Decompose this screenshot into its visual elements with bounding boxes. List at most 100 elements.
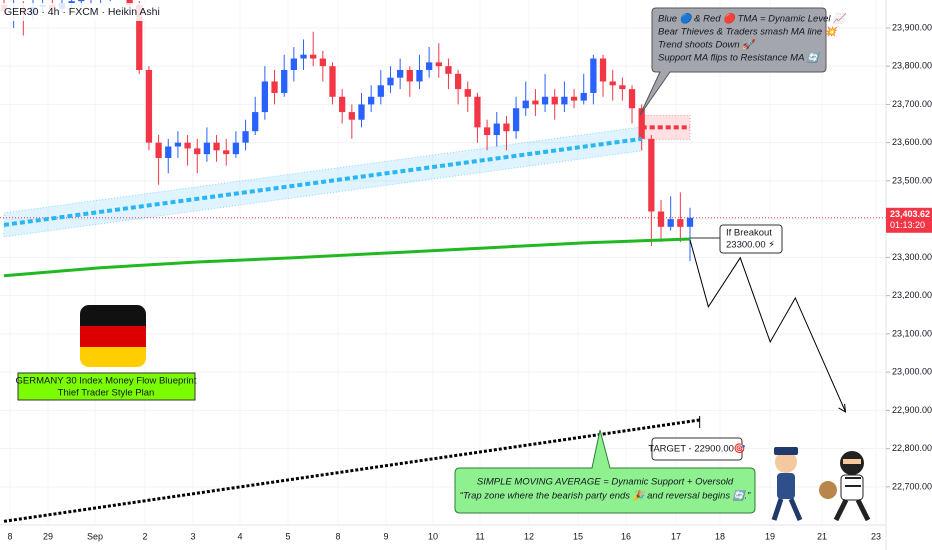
last-price-label: 23,403.62 [890, 209, 930, 219]
police-figure [771, 447, 803, 521]
x-tick-label: 4 [237, 531, 242, 541]
x-tick-label: 17 [671, 531, 681, 541]
annotations: GER30 · 4h · FXCM · Heikin Ashi [0, 3, 871, 522]
candle-body [609, 81, 616, 86]
grid [0, 0, 886, 524]
x-tick-label: 23 [871, 531, 881, 541]
y-tick-label: 22,700.00 [892, 481, 932, 491]
candle-body [194, 148, 201, 155]
countdown-label: 01:13:20 [890, 220, 925, 230]
candle-body [155, 142, 162, 158]
x-tick-label: 12 [524, 531, 534, 541]
x-tick-label: 11 [475, 531, 484, 541]
candle-body [599, 58, 607, 82]
breakout-box [719, 224, 783, 254]
candle-body [677, 219, 684, 227]
candle-body [619, 85, 626, 90]
candle-body [339, 96, 346, 113]
candle-body [252, 112, 259, 132]
x-tick-label: 8 [7, 531, 12, 541]
sma-line [3, 237, 691, 278]
breakout-label: 23300.00 ⚡ [726, 240, 775, 251]
candle-body [368, 96, 375, 105]
candle-body [223, 150, 230, 155]
x-tick-label: 29 [43, 531, 53, 541]
callout-box [639, 7, 827, 116]
thief-figure [819, 451, 871, 522]
title-bg [0, 3, 178, 21]
y-tick-label: 23,200.00 [892, 290, 932, 300]
candle-body [638, 108, 645, 139]
callout-line: Trend shoots Down 🚀 [658, 39, 756, 51]
candle-body [474, 96, 481, 128]
last-price-box [886, 207, 932, 233]
candle-body [570, 96, 578, 101]
candle-body [522, 100, 529, 109]
y-tick-label: 23,800.00 [892, 61, 932, 71]
candle-body [165, 146, 172, 158]
target-label: TARGET - 22900.00🎯 [648, 443, 746, 455]
candle-body [406, 69, 413, 82]
candle-body [454, 73, 462, 90]
candle-body [686, 217, 694, 227]
trend-line [3, 418, 700, 523]
candle-body [580, 92, 587, 101]
target-box [651, 437, 743, 461]
candle-body [532, 100, 539, 105]
candle-body [561, 96, 568, 105]
candle-body [281, 69, 288, 93]
candle-body [416, 69, 423, 82]
x-tick-label: 16 [621, 531, 631, 541]
x-tick-label: 5 [285, 531, 290, 541]
x-tick-label: 18 [715, 531, 725, 541]
candle-body [657, 211, 665, 227]
x-tick-label: 8 [335, 531, 340, 541]
candle-body [78, 0, 85, 2]
candle-body [377, 85, 384, 97]
candle-body [493, 123, 500, 136]
candle-body [126, 0, 133, 5]
candle-body [348, 112, 355, 120]
candle-body [136, 4, 143, 70]
candle-body [387, 77, 394, 86]
candle-body [242, 131, 249, 143]
candle-body [174, 142, 182, 147]
candle-body [310, 54, 317, 59]
candle-body [68, 1, 75, 4]
y-tick-label: 23,300.00 [892, 252, 932, 262]
candle-body [213, 142, 220, 151]
callout-line: Support MA flips to Resistance MA 🔄 [658, 52, 821, 64]
candle-body [512, 108, 520, 132]
y-tick-label: 23,900.00 [892, 22, 932, 32]
plot-area [0, 0, 886, 523]
candle-body [300, 54, 307, 59]
x-tick-label: 9 [383, 531, 388, 541]
candle-body [551, 96, 558, 105]
candle-body [667, 219, 674, 227]
candle-body [397, 69, 404, 78]
tma-support-line [3, 136, 642, 227]
candle-body [503, 123, 510, 132]
breakout-label: If Breakout [726, 228, 772, 239]
y-tick-label: 22,800.00 [892, 443, 932, 453]
candle-body [271, 81, 278, 93]
callout-line: Bear Thieves & Traders smash MA line 💥 [658, 26, 839, 38]
y-tick-label: 22,900.00 [892, 405, 932, 415]
y-tick-label: 23,100.00 [892, 328, 932, 338]
x-tick-label: 2 [142, 531, 147, 541]
x-tick-label: 3 [190, 531, 195, 541]
plan-label: Thief Trader Style Plan [58, 388, 155, 399]
candle-body [203, 142, 211, 155]
x-tick-label: 21 [817, 531, 827, 541]
x-tick-label: Sep [87, 531, 103, 541]
x-tick-label: 19 [765, 531, 775, 541]
callout-line: Blue 🔵 & Red 🔴 TMA = Dynamic Level 📈 [658, 13, 847, 25]
candle-body [261, 81, 269, 113]
y-tick-label: 23,600.00 [892, 137, 932, 147]
x-tick-label: 15 [573, 531, 583, 541]
germany-flag [80, 305, 146, 367]
candle-body [319, 58, 326, 67]
candle-body [590, 58, 597, 93]
candle-body [483, 127, 491, 136]
